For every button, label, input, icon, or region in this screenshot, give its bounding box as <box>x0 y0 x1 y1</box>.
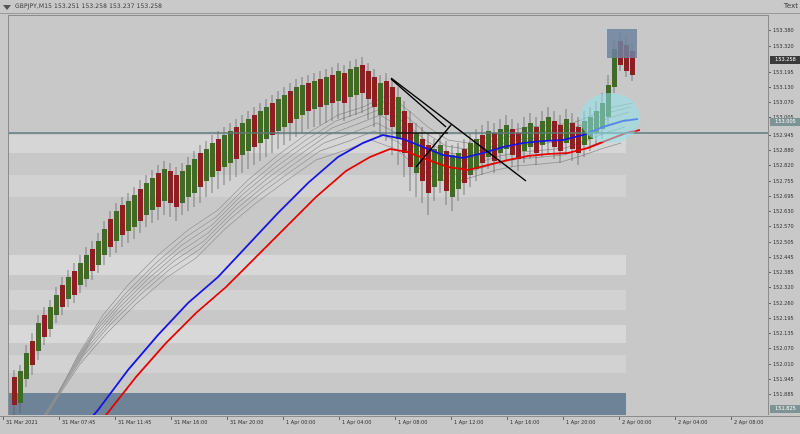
time-tick: 31 Mar 20:00 <box>226 417 264 426</box>
time-tick: 2 Apr 00:00 <box>618 417 652 426</box>
price-tick: 153.195 <box>769 70 800 77</box>
time-tick: 31 Mar 2021 <box>3 417 38 426</box>
price-tick: 153.320 <box>769 44 800 51</box>
ellipse-highlight <box>580 93 640 143</box>
price-tick: 152.945 <box>769 133 800 140</box>
zone-band-mid-2 <box>8 290 626 310</box>
price-chart-canvas[interactable] <box>8 15 768 415</box>
triangle-down-icon[interactable] <box>3 4 11 10</box>
price-tick: 152.880 <box>769 148 800 155</box>
price-tick: 152.570 <box>769 224 800 231</box>
chart-graphics-layer <box>8 29 768 415</box>
moving-average-fast-line <box>92 118 639 415</box>
time-tick: 1 Apr 20:00 <box>562 417 596 426</box>
candle-bodies <box>12 41 635 405</box>
price-tick: 152.630 <box>769 209 800 216</box>
time-tick: 1 Apr 00:00 <box>282 417 316 426</box>
price-tick: 152.385 <box>769 270 800 277</box>
price-axis[interactable]: 153.380 153.320 153.258 153.195 153.130 … <box>768 15 800 415</box>
price-tick: 151.885 <box>769 392 800 399</box>
time-tick: 31 Mar 11:45 <box>114 417 152 426</box>
level-price-badge: 153.005 <box>770 118 800 126</box>
time-tick: 2 Apr 04:00 <box>674 417 708 426</box>
time-tick: 1 Apr 16:00 <box>506 417 540 426</box>
text-tool-label: Text <box>783 2 798 10</box>
price-tick: 152.070 <box>769 346 800 353</box>
moving-average-slow-line <box>104 129 641 415</box>
price-tick: 152.445 <box>769 255 800 262</box>
symbol-ohlc-label: GBPJPY,M15 153.251 153.258 153.237 153.2… <box>15 3 163 10</box>
price-tick: 152.320 <box>769 285 800 292</box>
time-tick: 2 Apr 08:00 <box>730 417 764 426</box>
price-tick: 152.505 <box>769 240 800 247</box>
price-tick: 152.010 <box>769 362 800 369</box>
rectangle-highlight <box>607 29 637 58</box>
time-axis[interactable]: 31 Mar 2021 31 Mar 07:45 31 Mar 11:45 31… <box>0 416 800 434</box>
price-tick: 152.260 <box>769 301 800 308</box>
price-tick: 152.695 <box>769 194 800 201</box>
price-tick: 152.195 <box>769 316 800 323</box>
trendline-downward-main <box>390 77 527 182</box>
price-tick: 153.070 <box>769 100 800 107</box>
price-tick: 152.820 <box>769 163 800 170</box>
price-tick: 152.135 <box>769 331 800 338</box>
price-tick: 153.130 <box>769 85 800 92</box>
time-tick: 1 Apr 08:00 <box>394 417 428 426</box>
trendline-horizontal-short <box>390 78 447 128</box>
time-tick: 31 Mar 07:45 <box>58 417 96 426</box>
zone-band-bottom-support <box>8 393 626 415</box>
time-tick: 1 Apr 04:00 <box>338 417 372 426</box>
time-tick: 1 Apr 12:00 <box>450 417 484 426</box>
time-tick: 31 Mar 16:00 <box>170 417 208 426</box>
chart-header: GBPJPY,M15 153.251 153.258 153.237 153.2… <box>0 0 800 14</box>
price-tick: 153.380 <box>769 28 800 35</box>
zone-band-mid-1 <box>8 255 626 275</box>
price-tick: 151.945 <box>769 377 800 384</box>
mma-fan-lines <box>43 94 634 415</box>
current-price-badge: 153.258 <box>770 56 800 64</box>
candlestick-series <box>12 33 635 415</box>
trendline-upward-short <box>415 124 452 168</box>
price-tick: 152.755 <box>769 179 800 186</box>
zone-band-lower-2 <box>8 355 626 373</box>
last-price-badge: 151.825 <box>770 405 800 413</box>
